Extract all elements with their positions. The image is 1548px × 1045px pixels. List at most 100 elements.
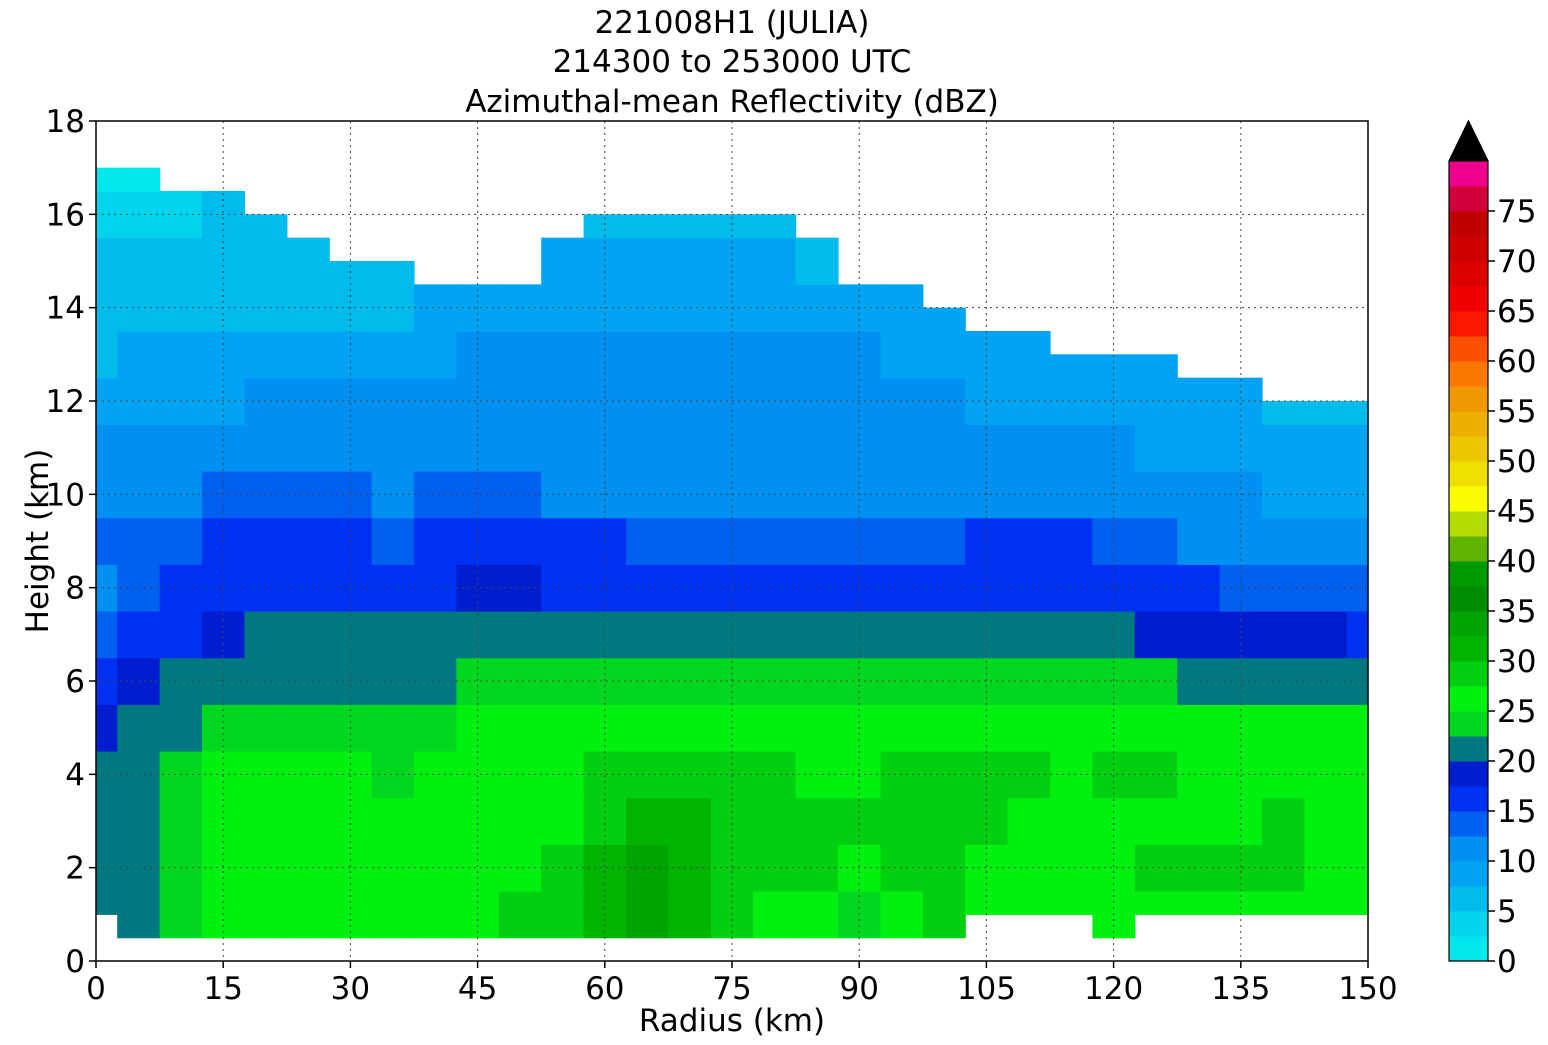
field-cell xyxy=(795,237,839,285)
x-tick-label: 150 xyxy=(1338,971,1397,1007)
field-cell xyxy=(753,926,797,939)
field-cell xyxy=(159,611,203,659)
y-tick-label: 2 xyxy=(65,851,85,887)
field-cell xyxy=(1134,517,1178,565)
colorbar-tick-label: 10 xyxy=(1497,844,1536,880)
field-cell xyxy=(795,331,839,379)
field-cell xyxy=(753,611,797,659)
field-cell xyxy=(1346,891,1369,915)
colorbar-swatch xyxy=(1449,686,1488,712)
field-cell xyxy=(1304,751,1348,799)
colorbar-tick-label: 20 xyxy=(1497,744,1536,780)
field-cell xyxy=(626,844,669,892)
field-cell xyxy=(244,237,288,285)
field-cell xyxy=(710,611,754,659)
colorbar-tick-label: 25 xyxy=(1497,694,1536,730)
field-cell xyxy=(286,471,330,519)
field-cell xyxy=(498,611,542,659)
field-cell xyxy=(286,797,330,845)
field-cell xyxy=(922,657,966,705)
colorbar-tick-label: 30 xyxy=(1497,644,1536,680)
colorbar-swatch xyxy=(1449,586,1488,612)
field-cell xyxy=(880,611,924,659)
field-cell xyxy=(1050,611,1093,659)
field-cell xyxy=(1177,797,1221,845)
field-cell xyxy=(286,424,330,472)
grid-lines xyxy=(96,121,1368,961)
colorbar-tick-label: 50 xyxy=(1497,444,1536,480)
y-tick-label: 0 xyxy=(65,944,85,980)
field-cell xyxy=(583,377,627,425)
field-cell xyxy=(626,657,669,705)
field-cell xyxy=(371,611,415,659)
colorbar-swatch xyxy=(1449,736,1488,762)
field-cell xyxy=(96,751,118,799)
field-cell xyxy=(626,424,669,472)
field-cell xyxy=(286,564,330,612)
field-cell xyxy=(795,611,839,659)
field-cell xyxy=(753,424,797,472)
field-cell xyxy=(626,331,669,379)
field-cell xyxy=(498,926,542,939)
field-cell xyxy=(117,237,161,285)
colorbar-swatch xyxy=(1449,336,1488,362)
field-cell xyxy=(880,424,924,472)
field-cell xyxy=(117,424,161,472)
field-cell xyxy=(922,611,966,659)
field-cell xyxy=(668,331,712,379)
field-cell xyxy=(922,517,966,565)
field-cell xyxy=(1050,424,1093,472)
field-cell xyxy=(96,844,118,892)
field-cell xyxy=(414,424,457,472)
field-cell xyxy=(286,844,330,892)
field-cell xyxy=(626,751,669,799)
colorbar-swatch xyxy=(1449,861,1488,887)
colorbar-tick-label: 75 xyxy=(1497,194,1536,230)
field-cell xyxy=(1007,331,1051,379)
field-cell xyxy=(1177,704,1221,752)
x-tick-label: 60 xyxy=(585,971,624,1007)
field-cell xyxy=(753,214,797,239)
field-cell xyxy=(286,611,330,659)
colorbar-ticks: 0 5 10 15 20 25 30 35 40 45 50 55 60 65 70 75 xyxy=(1488,194,1536,980)
field-cell xyxy=(710,797,754,845)
colorbar-swatch xyxy=(1449,561,1488,587)
field-cell xyxy=(880,331,924,379)
field-cell xyxy=(795,704,839,752)
field-cell xyxy=(286,517,330,565)
field-cell xyxy=(880,891,924,927)
field-cell xyxy=(1219,797,1263,845)
field-cell xyxy=(880,926,924,939)
field-cell xyxy=(371,797,415,845)
field-cell xyxy=(922,751,966,799)
field-cell xyxy=(159,891,203,927)
x-axis: 0 15 30 45 60 75 90 105 120 135 150 xyxy=(86,961,1398,1007)
field-cell xyxy=(1134,424,1178,472)
field-cell xyxy=(96,237,118,285)
field-cell xyxy=(1007,424,1051,472)
field-cell xyxy=(626,471,669,519)
field-cell xyxy=(541,891,585,927)
field-cell xyxy=(965,611,1009,659)
colorbar-swatch xyxy=(1449,361,1488,387)
field-cell xyxy=(159,797,203,845)
field-cell xyxy=(922,424,966,472)
field-cell xyxy=(541,704,585,752)
colorbar-tick-label: 65 xyxy=(1497,294,1536,330)
field-cell xyxy=(159,237,203,285)
field-cell xyxy=(1177,891,1221,915)
field-cell xyxy=(96,284,118,332)
field-cell xyxy=(498,891,542,927)
colorbar-swatch xyxy=(1449,761,1488,787)
field-cell xyxy=(414,797,457,845)
field-cell xyxy=(498,517,542,565)
field-cell xyxy=(668,377,712,425)
y-tick-label: 18 xyxy=(46,104,85,140)
colorbar-swatch xyxy=(1449,386,1488,412)
field-cell xyxy=(1262,471,1305,519)
field-cell xyxy=(541,797,585,845)
field-cell xyxy=(668,891,712,927)
field-cell xyxy=(286,657,330,705)
field-cell xyxy=(244,331,288,379)
field-cell xyxy=(880,797,924,845)
